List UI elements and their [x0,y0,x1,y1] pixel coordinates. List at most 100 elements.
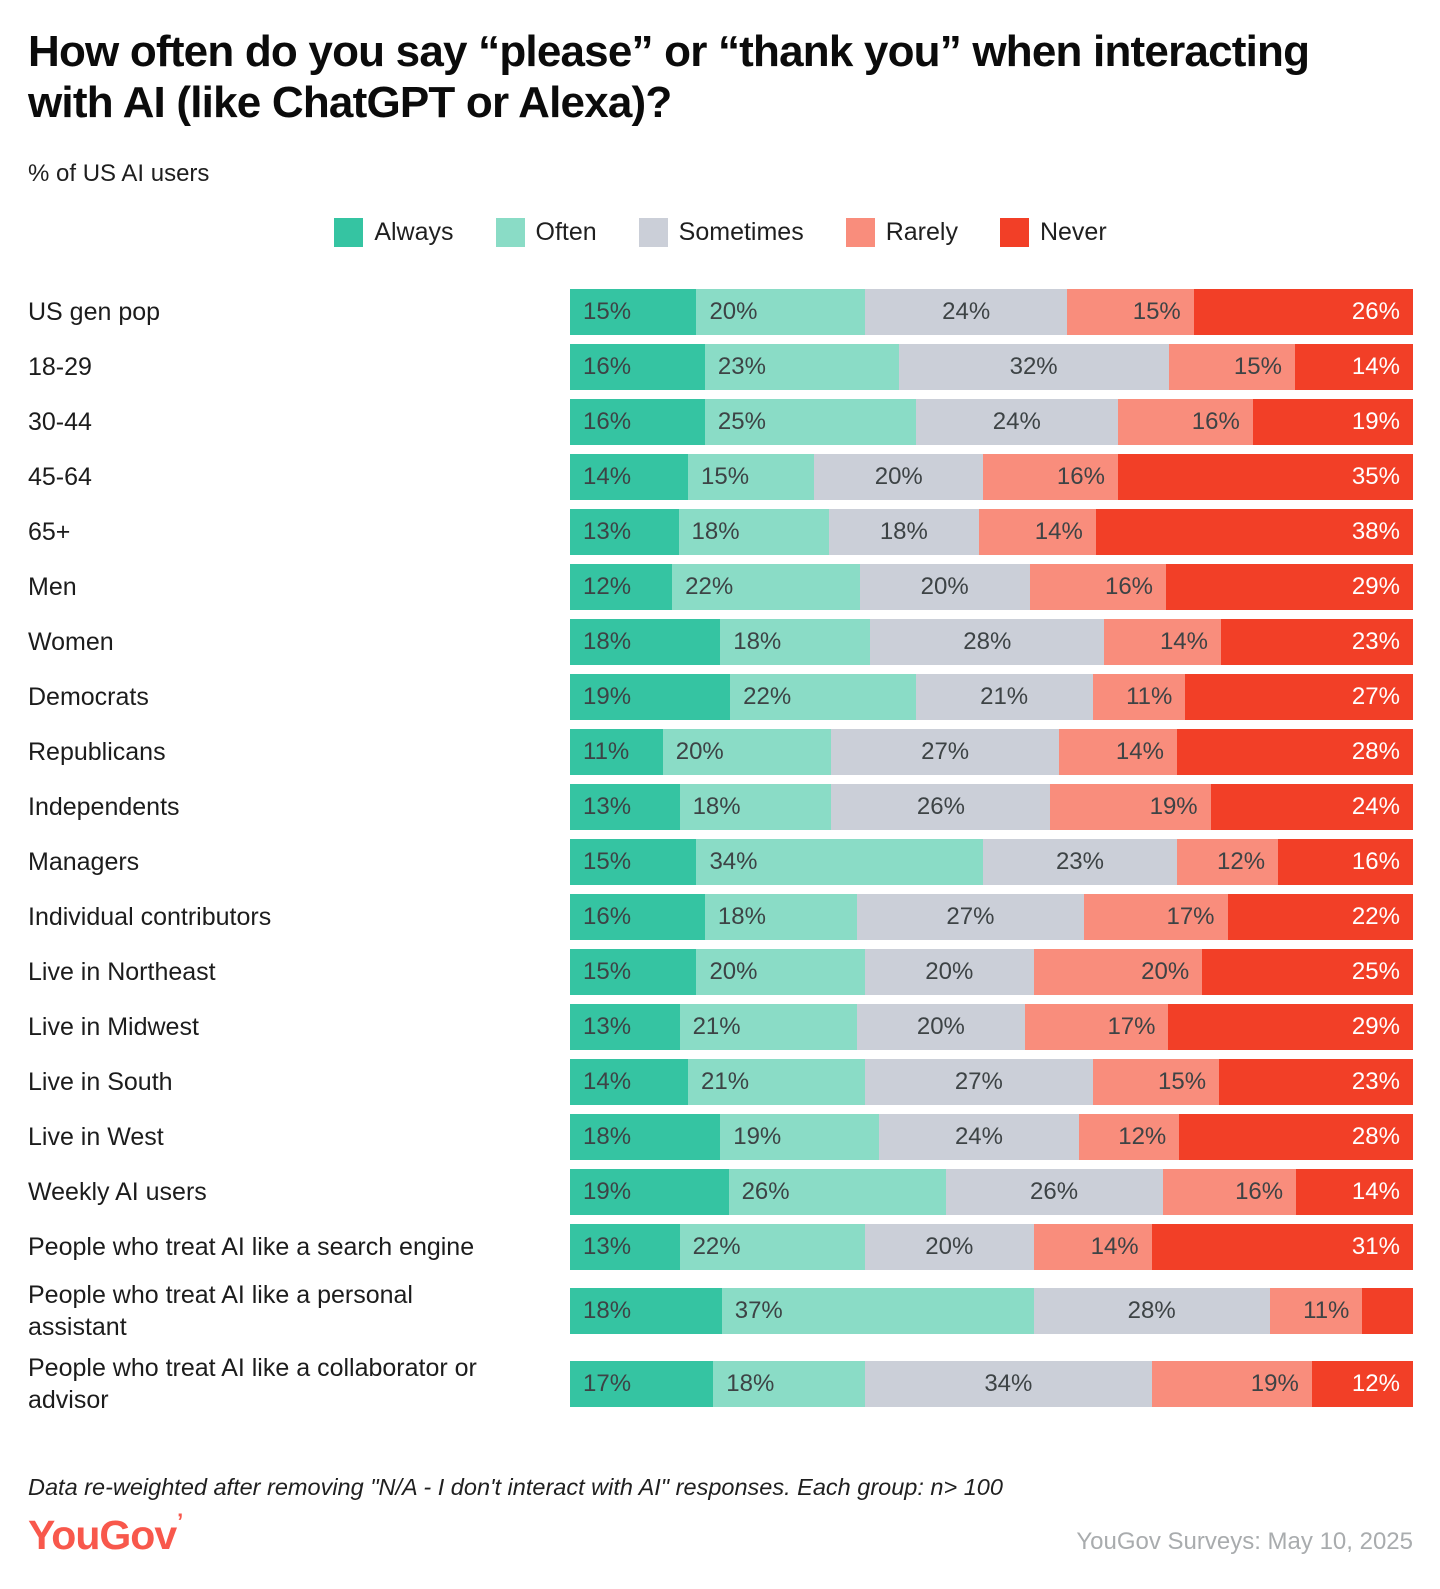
legend-label-rarely: Rarely [885,218,958,247]
footnote: Data re-weighted after removing "N/A - I… [28,1474,1003,1501]
bar-segment-always: 12% [570,564,673,611]
bar-value-label: 38% [1351,518,1400,546]
row-label-managers: Managers [28,848,140,877]
footer-bar: YouGov’ YouGov Surveys: May 10, 2025 [28,1509,1413,1559]
bar-segment-often: 18% [678,509,829,556]
bar-value-label: 21% [980,683,1029,711]
bar-segment-never: 29% [1166,564,1413,611]
bar-segment-always: 15% [570,949,697,996]
bar-value-label: 18% [583,1297,632,1325]
bar-segment-often: 18% [713,1361,866,1408]
row-label-independents: Independents [28,793,180,822]
bar-value-label: 15% [583,298,632,326]
bar-value-label: 28% [1127,1297,1176,1325]
bar-women: 18% 18% 28% 14% 23% [570,619,1413,666]
bar-value-label: 17% [583,1370,632,1398]
bar-segment-always: 15% [570,839,697,886]
row-label-weekly-ai-users: Weekly AI users [28,1178,207,1207]
bar-segment-sometimes: 34% [865,1361,1152,1408]
bar-segment-often: 19% [720,1114,879,1161]
bar-live-in-south: 14% 21% 27% 15% 23% [570,1059,1413,1106]
bar-value-label: 15% [1158,1068,1207,1096]
legend-swatch-never [999,218,1029,248]
bar-value-label: 15% [1233,353,1282,381]
bar-value-label: 34% [984,1370,1033,1398]
bar-value-label: 13% [583,793,632,821]
bar-segment-rarely: 14% [978,509,1096,556]
bar-segment-sometimes: 32% [898,344,1169,391]
bar-live-in-northeast: 15% 20% 20% 20% 25% [570,949,1413,996]
bar-value-label: 15% [1132,298,1181,326]
legend-item-always: Always [334,218,454,248]
row-label-us-gen-pop: US gen pop [28,298,161,327]
bar-value-label: 16% [1104,573,1154,601]
bar-live-in-west: 18% 19% 24% 12% 28% [570,1114,1413,1161]
chart-row-democrats: Democrats 19% 22% 21% 11% 27% [28,674,1413,721]
bar-value-label: 20% [1141,958,1190,986]
bar-segment-sometimes: 27% [865,1059,1093,1106]
bar-segment-sometimes: 20% [859,564,1030,611]
row-label-65: 65+ [28,518,71,547]
bar-democrats: 19% 22% 21% 11% 27% [570,674,1413,721]
bar-18-29: 16% 23% 32% 15% 14% [570,344,1413,391]
legend-item-often: Often [495,218,597,248]
bar-segment-never: 12% [1311,1361,1413,1408]
bar-segment-never: 22% [1227,894,1413,941]
row-label-democrats: Democrats [28,683,149,712]
bar-segment-often: 18% [679,784,832,831]
chart-row-independents: Independents 13% 18% 26% 19% 24% [28,784,1413,831]
bar-value-label: 22% [692,1233,741,1261]
bar-segment-always: 13% [570,1224,680,1271]
source-caption: YouGov Surveys: May 10, 2025 [1076,1528,1413,1556]
row-label-individual-contributors: Individual contributors [28,903,272,932]
bar-segment-sometimes: 27% [831,729,1059,776]
chart-row-managers: Managers 15% 34% 23% 12% 16% [28,839,1413,886]
bar-value-label: 16% [1351,848,1400,876]
chart-row-people-who-treat-ai-like-a-personal-assistant: People who treat AI like a personal assi… [28,1279,1413,1343]
bar-segment-rarely: 19% [1151,1361,1312,1408]
bar-value-label: 27% [921,738,970,766]
row-label-live-in-west: Live in West [28,1123,164,1152]
bar-value-label: 16% [583,353,632,381]
bar-value-label: 19% [583,683,632,711]
bar-value-label: 21% [701,1068,750,1096]
bar-men: 12% 22% 20% 16% 29% [570,564,1413,611]
bar-value-label: 12% [1217,848,1266,876]
bar-value-label: 28% [1351,1123,1400,1151]
bar-segment-often: 26% [728,1169,946,1216]
bar-segment-sometimes: 23% [983,839,1177,886]
bar-value-label: 19% [1351,408,1400,436]
bar-segment-always: 17% [570,1361,714,1408]
legend-swatch-always [334,218,364,248]
bar-value-label: 18% [692,793,741,821]
bar-value-label: 26% [916,793,965,821]
bar-segment-never: 23% [1219,1059,1413,1106]
bar-65: 13% 18% 18% 14% 38% [570,509,1413,556]
bar-value-label: 31% [1351,1233,1400,1261]
bar-segment-never: 31% [1151,1224,1413,1271]
bar-us-gen-pop: 15% 20% 24% 15% 26% [570,289,1413,336]
chart-title: How often do you say “please” or “thank … [28,27,1310,128]
bar-segment-rarely: 19% [1050,784,1211,831]
chart-row-65: 65+ 13% 18% 18% 14% 38% [28,509,1413,556]
bar-segment-never: 19% [1252,399,1413,446]
bar-people-who-treat-ai-like-a-collaborator-or-advisor: 17% 18% 34% 19% 12% [570,1361,1413,1408]
bar-segment-often: 15% [688,454,815,501]
bar-segment-always: 15% [570,289,697,336]
bar-value-label: 26% [1030,1178,1079,1206]
bar-value-label: 18% [726,1370,775,1398]
bar-segment-never: 35% [1117,454,1413,501]
bar-value-label: 24% [992,408,1041,436]
bar-segment-always: 11% [570,729,663,776]
legend-item-never: Never [999,218,1107,248]
bar-segment-never: 16% [1278,839,1413,886]
bar-value-label: 16% [583,408,632,436]
bar-segment-never: 23% [1221,619,1413,666]
bar-segment-sometimes: 20% [814,454,984,501]
bar-segment-sometimes: 20% [865,1224,1034,1271]
bar-segment-always: 16% [570,894,705,941]
bar-segment-never: 28% [1179,1114,1413,1161]
bar-value-label: 12% [1351,1370,1400,1398]
bar-value-label: 14% [1115,738,1164,766]
bar-segment-often: 22% [679,1224,866,1271]
